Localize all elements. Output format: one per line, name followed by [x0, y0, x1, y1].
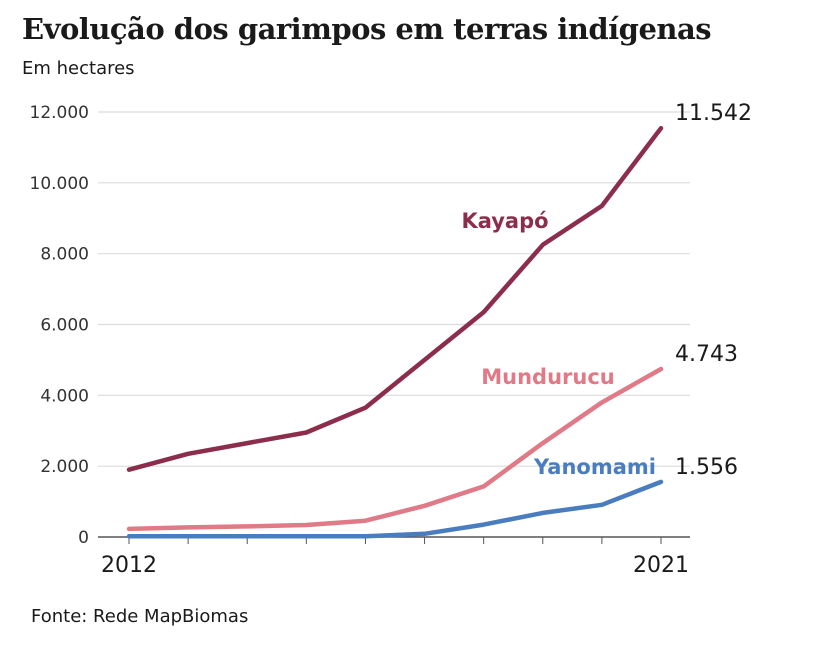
x-tick-label: 2021	[633, 553, 689, 578]
y-tick-label: 12.000	[30, 103, 89, 123]
chart-subtitle: Em hectares	[22, 58, 135, 79]
series-line-mundurucu	[126, 366, 664, 532]
series-line-kayapó	[126, 125, 664, 472]
series-lines	[126, 125, 664, 539]
chart-title: Evolução dos garimpos em terras indígena…	[22, 12, 712, 46]
y-tick-label: 6.000	[40, 316, 89, 336]
x-tick-label: 2012	[101, 553, 157, 578]
x-axis: 2012 2021	[101, 537, 689, 578]
y-tick-label: 10.000	[30, 174, 89, 194]
series-name-label: Mundurucu	[481, 365, 615, 389]
series-name-label: Kayapó	[461, 209, 548, 233]
y-axis: 0 2.000 4.000 6.000 8.000 10.000 12.000	[30, 103, 89, 548]
y-tick-label: 8.000	[40, 245, 89, 265]
y-tick-label: 2.000	[40, 457, 89, 477]
series-line-yanomami	[126, 479, 664, 539]
end-value-label: 4.743	[675, 342, 738, 367]
source-note: Fonte: Rede MapBiomas	[31, 606, 249, 627]
series-name-label: Yanomami	[533, 455, 656, 479]
end-value-label: 1.556	[675, 455, 738, 480]
end-value-label: 11.542	[675, 101, 752, 126]
y-tick-label: 4.000	[40, 386, 89, 406]
series-labels: 11.542 Kayapó 4.743 Mundurucu 1.556 Yanomami	[461, 101, 752, 480]
y-tick-label: 0	[78, 528, 89, 548]
